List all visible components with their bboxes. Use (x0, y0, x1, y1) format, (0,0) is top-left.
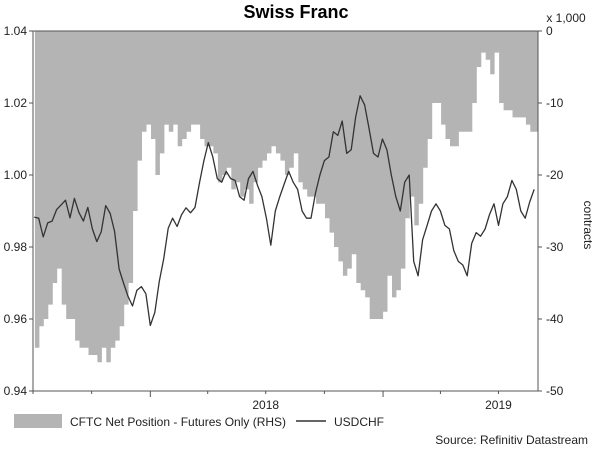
usdchf-line-series (34, 95, 535, 327)
left-tick-label: 0.96 (4, 312, 28, 326)
legend: CFTC Net Position - Futures Only (RHS) U… (14, 414, 384, 429)
legend-area-label: CFTC Net Position - Futures Only (RHS) (70, 415, 286, 429)
left-tick-label: 0.94 (4, 384, 28, 398)
cftc-area-series (34, 31, 539, 363)
right-tick-label: -20 (546, 168, 564, 182)
x-tick-label: 2019 (485, 398, 512, 412)
left-tick-label: 1.00 (4, 168, 28, 182)
usdchf-line (34, 95, 535, 327)
right-axis-multiplier: x 1,000 (546, 11, 586, 25)
left-tick-label: 1.04 (4, 24, 28, 38)
left-axis: 1.04 1.02 1.00 0.98 0.96 0.94 (4, 24, 33, 398)
chart-title: Swiss Franc (243, 2, 348, 22)
right-axis-label: contracts (581, 201, 595, 250)
right-tick-label: -50 (546, 384, 564, 398)
right-tick-label: -40 (546, 312, 564, 326)
legend-area-swatch (14, 414, 62, 428)
cftc-area (34, 31, 539, 363)
plot-area (32, 30, 539, 392)
x-tick-label: 2018 (252, 398, 279, 412)
left-tick-label: 0.98 (4, 240, 28, 254)
plot-frame (32, 30, 539, 392)
right-tick-label: -30 (546, 240, 564, 254)
x-axis: 2018 2019 (32, 391, 512, 412)
right-axis: 0 -10 -20 -30 -40 -50 (538, 24, 564, 398)
legend-line-label: USDCHF (334, 415, 384, 429)
left-tick-label: 1.02 (4, 96, 28, 110)
source-note: Source: Refinitiv Datastream (435, 433, 588, 447)
right-tick-label: 0 (546, 24, 553, 38)
right-tick-label: -10 (546, 96, 564, 110)
